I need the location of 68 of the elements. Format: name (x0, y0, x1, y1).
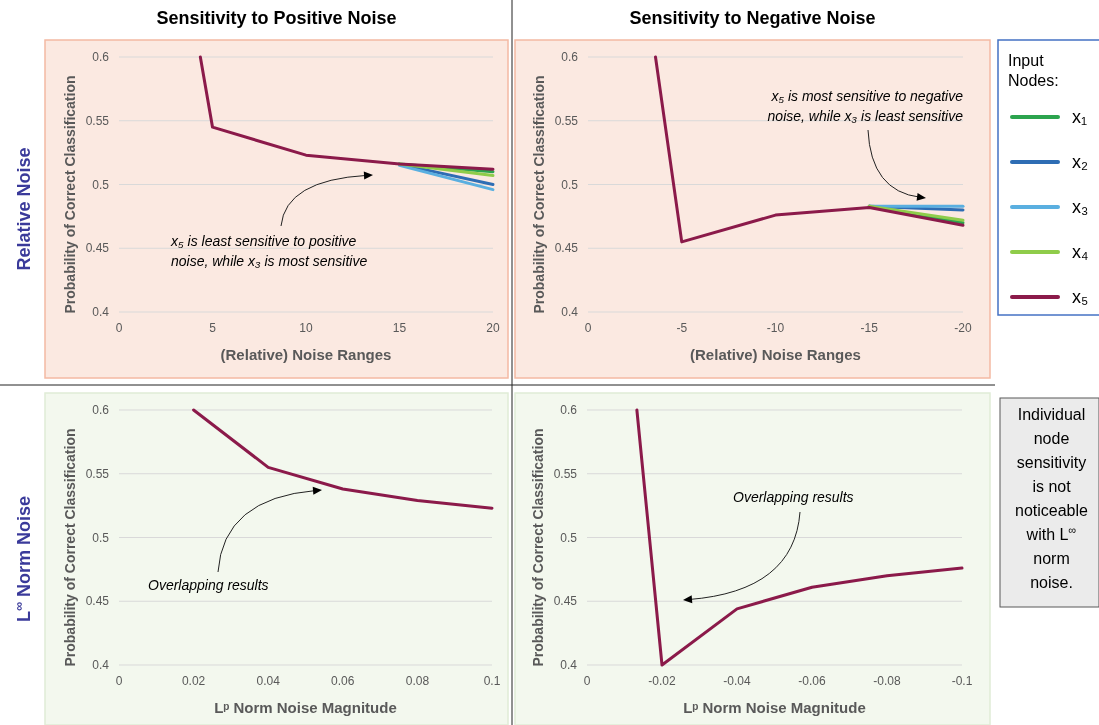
y-tick-label: 0.6 (92, 50, 110, 65)
x-tick-label: -0.04 (723, 674, 751, 688)
x-axis-title: Lᵖ Norm Noise Magnitude (683, 699, 866, 716)
legend-label: x₄ (1072, 242, 1089, 262)
legend-title: Input Nodes: (1008, 52, 1059, 89)
x-tick-label: 0.04 (256, 674, 281, 688)
annotation: Overlapping results (733, 489, 854, 505)
x-tick-label: 0.1 (483, 674, 501, 688)
legend-label: x₁ (1072, 107, 1088, 127)
x-tick-label: 0 (115, 674, 123, 688)
x-tick-label: 0.02 (181, 674, 206, 688)
annotation: x₅ is least sensitive to positive noise, while x₃ is most sensitive (170, 233, 368, 269)
y-tick-label: 0.6 (92, 403, 110, 418)
y-axis-title: Probability of Correct Classification (62, 75, 78, 314)
text: Relative Noise (14, 147, 34, 271)
y-tick-label: 0.6 (560, 403, 578, 418)
y-tick-label: 0.55 (554, 113, 579, 128)
y-tick-label: 0.6 (561, 50, 579, 65)
y-tick-label: 0.4 (561, 305, 579, 320)
line-series (635, 408, 964, 667)
y-tick-label: 0.4 (560, 658, 578, 673)
line-series (192, 408, 494, 510)
y-tick-label: 0.4 (92, 305, 110, 320)
y-tick-label: 0.45 (553, 594, 578, 609)
annotation: Overlapping results (148, 577, 269, 593)
annotation: x₅ is most sensitive to negative noise, while x₃ is least sensitive (767, 88, 964, 124)
y-tick-label: 0.55 (85, 466, 110, 481)
y-tick-label: 0.5 (92, 177, 110, 192)
y-axis-title: Probability of Correct Classification (62, 428, 78, 667)
y-tick-label: 0.5 (561, 177, 579, 192)
legend-label: x₅ (1072, 287, 1089, 307)
y-tick-label: 0.45 (85, 594, 110, 609)
y-tick-label: 0.55 (553, 466, 578, 481)
x-tick-label: 5 (209, 321, 217, 335)
y-axis-title: Probability of Correct Classification (530, 428, 546, 667)
legend-label: x₃ (1072, 197, 1089, 217)
x-tick-label: 0 (115, 321, 123, 335)
y-tick-label: 0.55 (85, 113, 110, 128)
x-tick-label: -0.08 (873, 674, 901, 688)
x-tick-label: -10 (766, 321, 785, 335)
x-axis-title: Lᵖ Norm Noise Magnitude (214, 699, 397, 716)
text: Individual node sensitivity is not noticeable with L$^{∞}$ norm noise. (1015, 406, 1088, 591)
line-series (654, 55, 965, 244)
x-tick-label: 20 (486, 321, 500, 335)
y-tick-label: 0.5 (92, 530, 110, 545)
y-tick-label: 0.4 (92, 658, 110, 673)
y-tick-label: 0.5 (560, 530, 578, 545)
legend-label: x₂ (1072, 152, 1088, 172)
line-series (198, 55, 495, 171)
y-tick-label: 0.45 (554, 241, 579, 256)
x-tick-label: 0.06 (331, 674, 355, 688)
x-tick-label: 0 (583, 674, 591, 688)
y-axis-title: Probability of Correct Classification (531, 75, 547, 314)
x-axis-title: (Relative) Noise Ranges (220, 346, 392, 363)
x-tick-label: -0.02 (648, 674, 676, 688)
chart-title: Sensitivity to Negative Noise (629, 8, 876, 28)
x-tick-label: -5 (676, 321, 688, 335)
x-tick-label: -15 (860, 321, 879, 335)
x-tick-label: 0 (584, 321, 592, 335)
x-tick-label: -20 (954, 321, 972, 335)
x-axis-title: (Relative) Noise Ranges (690, 346, 861, 363)
x-tick-label: 10 (299, 321, 313, 335)
x-tick-label: 0.08 (405, 674, 430, 688)
x-tick-label: -0.1 (951, 674, 973, 688)
x-tick-label: 15 (392, 321, 407, 335)
y-tick-label: 0.45 (85, 241, 110, 256)
x-tick-label: -0.06 (798, 674, 826, 688)
chart-title: Sensitivity to Positive Noise (156, 8, 397, 28)
